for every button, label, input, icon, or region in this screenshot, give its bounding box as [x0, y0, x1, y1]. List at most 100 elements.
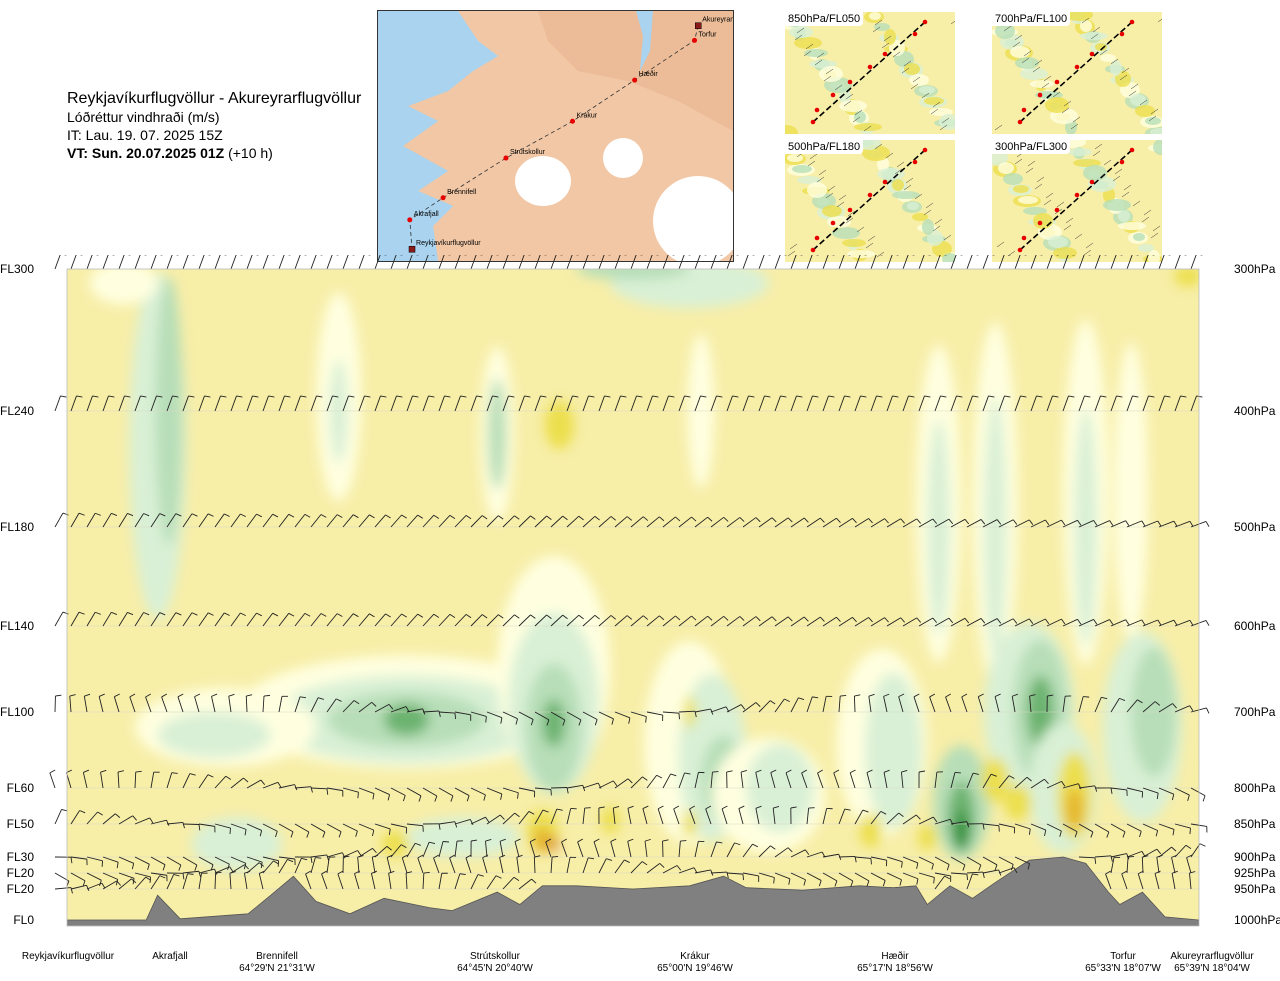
wind-barb	[582, 857, 589, 874]
wind-barb	[678, 395, 685, 412]
wind-barb	[86, 882, 103, 890]
wind-barb-feather	[252, 395, 259, 398]
wind-barb	[278, 514, 290, 528]
wind-barb	[470, 816, 486, 825]
mini-waypoint	[814, 107, 820, 113]
wind-barb	[982, 856, 998, 866]
mini-wind-barb	[814, 59, 823, 66]
mini-waypoint	[1074, 192, 1080, 198]
wind-barb-feather	[944, 875, 951, 880]
wind-barb	[198, 868, 215, 874]
wind-barb-feather	[1154, 870, 1161, 874]
wind-barb-feather	[177, 693, 184, 698]
wind-barb-feather	[628, 717, 631, 724]
x-waypoint-coord: 64°45'N 20°40'W	[457, 963, 533, 974]
wind-barb-feather	[1012, 519, 1018, 525]
wind-barb	[518, 878, 532, 890]
wind-barb	[1078, 696, 1084, 713]
wind-barb	[918, 255, 925, 270]
wind-barb	[177, 696, 184, 713]
wind-barb	[900, 772, 904, 789]
wind-barb-feather	[1141, 520, 1146, 527]
wind-barb	[870, 872, 886, 881]
wind-barb	[86, 612, 96, 627]
mini-wind-barb	[1130, 83, 1139, 90]
wind-barb	[113, 696, 120, 713]
wind-barb-feather	[284, 395, 291, 398]
wind-barb	[1062, 823, 1078, 832]
wind-barb	[998, 775, 1010, 789]
mini-wind-barb	[1123, 184, 1132, 191]
wind-barb	[870, 518, 885, 528]
wind-barb	[678, 772, 685, 789]
wind-barb	[1030, 778, 1045, 789]
wind-barb	[854, 872, 870, 882]
wind-barb	[1078, 255, 1085, 270]
wind-barb	[726, 517, 741, 528]
x-waypoint-coord: 64°29'N 21°31'W	[239, 963, 315, 974]
wind-barb	[612, 808, 616, 825]
wind-barb-feather	[243, 863, 247, 870]
wind-barb	[1094, 395, 1101, 412]
wind-barb	[582, 516, 596, 528]
x-waypoint-name: Reykjavíkurflugvöllur	[21, 951, 115, 962]
wind-barb	[770, 772, 776, 789]
wind-barb	[262, 696, 265, 713]
wind-barb	[386, 857, 392, 874]
wind-barb	[326, 852, 343, 858]
wind-barb-feather	[402, 854, 408, 859]
wind-barb	[582, 255, 589, 270]
wind-barb	[1190, 521, 1207, 528]
glacier	[653, 176, 733, 261]
wind-barb-feather	[99, 880, 102, 887]
wind-barb	[1105, 873, 1112, 890]
mini-wind-barb	[852, 116, 861, 123]
wind-barb	[774, 517, 789, 528]
wind-barb	[838, 808, 846, 825]
wind-barb-feather	[492, 395, 499, 398]
waypoint-marker	[570, 118, 576, 124]
mini-wind-barb	[1132, 200, 1141, 207]
wind-barb	[150, 872, 167, 876]
wind-barb	[918, 395, 925, 412]
wind-barb-feather	[1026, 776, 1032, 782]
sea-area	[378, 11, 498, 261]
wind-barb-feather	[84, 693, 91, 697]
wind-barb	[614, 615, 628, 627]
wind-barb	[598, 711, 614, 720]
wind-barb-feather	[1093, 520, 1098, 526]
wind-barb-feather	[900, 518, 905, 524]
wind-barb-feather	[259, 830, 263, 837]
wind-barb	[1121, 873, 1128, 890]
wind-barb	[742, 517, 757, 528]
wind-barb	[230, 823, 247, 830]
contour-region	[1114, 342, 1149, 643]
wind-barb-feather	[770, 769, 777, 773]
wind-barb-feather	[423, 871, 430, 874]
wind-barb-feather	[1189, 521, 1194, 527]
wind-barb	[198, 873, 202, 890]
wind-barb-feather	[882, 880, 886, 887]
mini-map-field	[822, 205, 842, 217]
wind-barb-feather	[1077, 619, 1082, 625]
wind-barb-feather	[500, 717, 503, 724]
wind-barb-feather	[932, 518, 938, 524]
wind-barb	[502, 812, 516, 825]
wind-barb	[518, 787, 535, 792]
wind-barb-feather	[272, 513, 279, 518]
wind-barb-feather	[476, 395, 483, 398]
wind-barb-feather	[716, 395, 723, 398]
wind-barb-feather	[277, 782, 282, 788]
wind-barb	[822, 696, 827, 713]
mini-wind-barb	[794, 34, 803, 41]
mini-map-field	[854, 123, 882, 131]
wind-barb	[486, 255, 493, 270]
wind-barb	[485, 841, 488, 858]
wind-barb-feather	[228, 693, 235, 697]
mini-wind-barb	[1074, 233, 1083, 240]
wind-barb	[1046, 519, 1062, 528]
mini-wind-barb	[809, 153, 818, 160]
wind-barb	[102, 872, 118, 880]
wind-barb	[516, 857, 520, 874]
wind-barb-feather	[755, 517, 761, 523]
